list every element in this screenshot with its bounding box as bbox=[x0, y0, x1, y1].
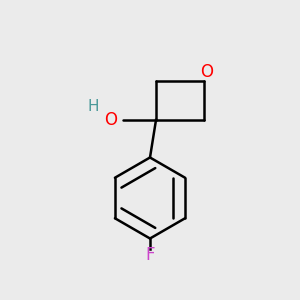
Text: F: F bbox=[145, 246, 155, 264]
Text: O: O bbox=[200, 63, 214, 81]
Text: O: O bbox=[104, 111, 118, 129]
Text: H: H bbox=[87, 99, 99, 114]
